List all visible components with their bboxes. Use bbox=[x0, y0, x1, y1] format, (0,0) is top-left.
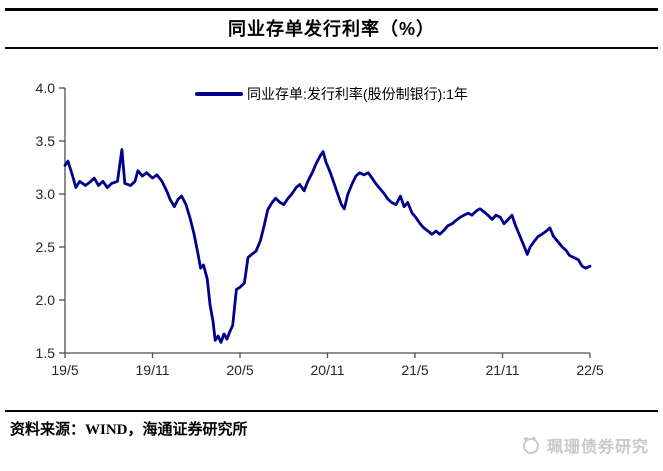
x-tick-label: 22/5 bbox=[576, 362, 603, 378]
legend: 同业存单:发行利率(股份制银行):1年 bbox=[0, 84, 663, 104]
x-tick-label: 19/5 bbox=[51, 362, 78, 378]
legend-label: 同业存单:发行利率(股份制银行):1年 bbox=[247, 86, 468, 102]
x-tick-label: 19/11 bbox=[136, 362, 170, 378]
x-tick-label: 20/11 bbox=[311, 362, 345, 378]
y-tick-label: 2.5 bbox=[36, 239, 56, 255]
watermark-text: 珮珊债券研究 bbox=[546, 439, 649, 456]
chart-title: 同业存单发行利率（%） bbox=[227, 19, 435, 39]
legend-line-swatch-icon bbox=[195, 92, 244, 96]
y-tick-label: 4.0 bbox=[36, 80, 56, 96]
x-tick-label: 21/11 bbox=[486, 362, 520, 378]
x-tick-label: 20/5 bbox=[226, 362, 253, 378]
footer-divider bbox=[5, 410, 658, 412]
watermark: 珮珊债券研究 bbox=[521, 433, 649, 457]
title-divider bbox=[5, 47, 658, 49]
top-divider bbox=[5, 8, 658, 11]
line-chart: 4.0 3.5 3.0 2.5 2.0 1.519/5 19/11 20/5 20/11 21/5… bbox=[36, 80, 604, 378]
y-tick-label: 2.0 bbox=[36, 292, 56, 308]
watermark-logo-icon bbox=[522, 436, 539, 454]
y-tick-label: 1.5 bbox=[36, 345, 56, 361]
y-tick-label: 3.5 bbox=[36, 133, 56, 149]
x-tick-label: 21/5 bbox=[401, 362, 428, 378]
y-tick-label: 3.0 bbox=[36, 186, 56, 202]
series-line bbox=[63, 148, 592, 344]
source-text: 资料来源：WIND，海通证券研究所 bbox=[10, 422, 248, 438]
